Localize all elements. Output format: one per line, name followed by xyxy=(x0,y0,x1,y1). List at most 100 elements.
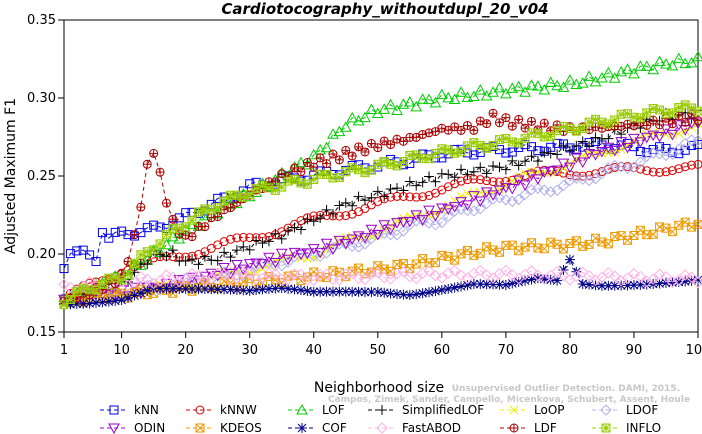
data-point-lof xyxy=(621,63,634,74)
data-point-simplifiedlof xyxy=(456,164,467,175)
data-point-ldof xyxy=(525,183,538,196)
data-point-ldf xyxy=(526,116,536,126)
data-point-cof xyxy=(366,287,377,298)
data-point-simplifiedlof xyxy=(199,251,210,262)
x-tick-label: 50 xyxy=(370,343,387,358)
legend-item-odin: ODIN xyxy=(100,421,165,434)
data-point-fastabod xyxy=(429,270,442,282)
data-point-fastabod xyxy=(58,278,70,291)
data-point-fastabod xyxy=(160,269,173,281)
data-point-cof xyxy=(488,279,499,290)
series-layer xyxy=(58,50,702,310)
data-point-cof xyxy=(347,286,358,297)
data-point-lof xyxy=(692,50,702,62)
data-point-simplifiedlof xyxy=(283,225,294,236)
data-point-lof xyxy=(679,57,692,69)
data-point-odin xyxy=(640,132,653,144)
data-point-fastabod xyxy=(378,271,390,284)
data-point-simplifiedlof xyxy=(532,156,543,167)
data-point-cof xyxy=(97,297,108,308)
data-point-ldof xyxy=(487,193,499,205)
data-point-cof xyxy=(654,278,665,289)
data-point-fastabod xyxy=(218,268,230,281)
data-point-knn xyxy=(693,140,702,150)
data-point-fastabod xyxy=(692,276,702,289)
data-point-knn xyxy=(104,233,114,243)
series-cof xyxy=(59,254,702,310)
data-point-lof xyxy=(391,104,403,115)
data-point-fastabod xyxy=(506,269,518,281)
data-point-odin xyxy=(365,224,378,236)
data-point-lof xyxy=(640,60,653,71)
data-point-odin xyxy=(589,150,602,161)
data-point-ldf xyxy=(354,142,364,152)
legend-marker-knn xyxy=(109,405,119,415)
data-point-ldof xyxy=(634,156,647,168)
data-point-fastabod xyxy=(173,275,185,288)
data-point-fastabod xyxy=(340,268,352,280)
data-point-knn xyxy=(680,145,690,155)
data-point-knnw xyxy=(424,190,434,200)
data-point-cof xyxy=(78,298,89,309)
data-point-odin xyxy=(301,248,314,259)
data-point-simplifiedlof xyxy=(334,200,345,211)
data-point-fastabod xyxy=(64,281,77,294)
data-point-ldf xyxy=(462,120,472,130)
data-point-lof xyxy=(685,56,698,68)
data-point-loop xyxy=(680,126,690,136)
data-point-lof xyxy=(423,93,435,105)
data-point-fastabod xyxy=(436,272,448,284)
data-point-simplifiedlof xyxy=(257,238,268,249)
data-point-cof xyxy=(340,286,351,297)
data-point-lof xyxy=(429,96,442,108)
data-point-ldf xyxy=(360,147,370,157)
data-point-simplifiedlof xyxy=(225,252,236,263)
data-point-ldf xyxy=(347,151,357,161)
data-point-knn xyxy=(91,257,101,267)
legend-marker-ldf xyxy=(509,423,519,433)
data-point-knn xyxy=(552,138,562,148)
data-point-cof xyxy=(411,289,422,300)
data-point-simplifiedlof xyxy=(481,168,492,179)
legend-item-knn: kNN xyxy=(100,403,159,417)
data-point-simplifiedlof xyxy=(404,176,415,187)
data-point-cof xyxy=(219,284,230,295)
legend-item-simplifiedlof: SimplifiedLOF xyxy=(368,403,484,417)
data-point-simplifiedlof xyxy=(340,197,351,208)
data-point-simplifiedlof xyxy=(180,256,191,267)
data-point-ldof xyxy=(570,172,583,184)
data-point-simplifiedlof xyxy=(590,132,601,143)
data-point-inflo xyxy=(552,126,562,136)
data-point-fastabod xyxy=(179,273,192,285)
data-point-cof xyxy=(276,283,287,294)
data-point-simplifiedlof xyxy=(494,162,505,173)
data-point-ldf xyxy=(341,145,351,155)
data-point-odin xyxy=(263,252,275,264)
data-point-cof xyxy=(660,277,671,288)
data-point-inflo xyxy=(270,185,280,195)
data-point-ldf xyxy=(398,136,408,146)
data-point-fastabod xyxy=(525,265,538,277)
x-tick-label: 40 xyxy=(305,343,322,358)
data-point-lof xyxy=(500,87,512,99)
data-point-lof xyxy=(525,79,538,90)
data-point-knnw xyxy=(238,232,248,242)
data-point-cof xyxy=(641,279,652,290)
data-point-odin xyxy=(307,244,320,255)
data-point-loop xyxy=(456,191,466,201)
data-point-ldf xyxy=(386,140,396,150)
data-point-ldof xyxy=(480,197,493,210)
data-point-inflo xyxy=(469,138,479,148)
data-point-simplifiedlof xyxy=(289,222,300,233)
y-tick-label: 0.20 xyxy=(27,247,56,262)
data-point-lof xyxy=(461,91,474,102)
data-point-ldf xyxy=(520,123,530,133)
data-point-simplifiedlof xyxy=(167,245,178,256)
data-point-cof xyxy=(142,285,153,296)
legend-item-lof: LOF xyxy=(288,403,345,417)
data-point-fastabod xyxy=(685,271,698,283)
data-point-fastabod xyxy=(308,274,320,286)
data-point-cof xyxy=(449,282,460,293)
data-point-fastabod xyxy=(602,267,615,279)
data-point-knn xyxy=(142,223,152,233)
